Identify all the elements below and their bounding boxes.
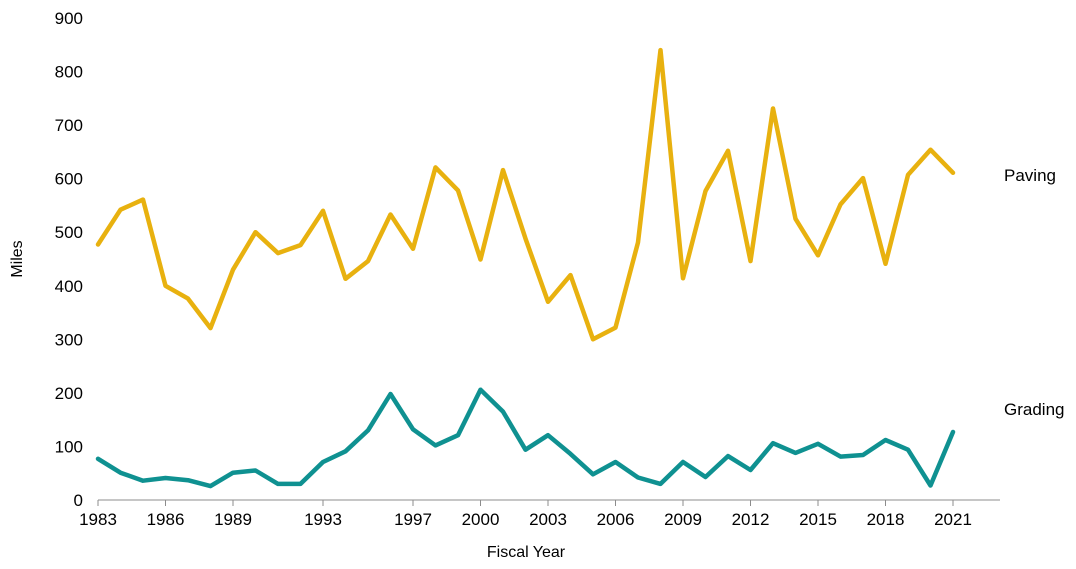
paving-series-line (95, 47, 956, 342)
x-tick-label: 2021 (934, 510, 972, 529)
x-tick-label: 1986 (147, 510, 185, 529)
x-axis-title: Fiscal Year (487, 544, 566, 561)
paving-series-label: Paving (1004, 166, 1056, 185)
grading-series-label: Grading (1004, 400, 1064, 419)
y-tick-label: 100 (55, 437, 83, 456)
x-tick-label: 2015 (799, 510, 837, 529)
x-axis-ticks: 1983 1986 1989 1993 1997 2000 2003 2006 2009 2012… (79, 500, 972, 529)
x-tick-label: 2009 (664, 510, 702, 529)
y-tick-label: 900 (55, 9, 83, 28)
y-tick-label: 600 (55, 170, 83, 189)
x-tick-label: 1997 (394, 510, 432, 529)
y-tick-label: 400 (55, 277, 83, 296)
y-tick-label: 800 (55, 63, 83, 82)
x-tick-label: 2003 (529, 510, 567, 529)
x-tick-label: 1989 (214, 510, 252, 529)
x-tick-label: 2000 (462, 510, 500, 529)
grading-series-line (95, 387, 956, 489)
y-tick-label: 700 (55, 116, 83, 135)
series-labels: Paving Grading (1004, 166, 1064, 419)
y-tick-label: 0 (74, 491, 83, 510)
series-lines (95, 47, 956, 489)
y-tick-label: 200 (55, 384, 83, 403)
y-tick-label: 300 (55, 330, 83, 349)
y-axis-ticks: 0 100 200 300 400 500 600 700 800 900 (55, 9, 83, 510)
x-tick-label: 2018 (867, 510, 905, 529)
y-axis-title: Miles (9, 240, 26, 277)
y-tick-label: 500 (55, 223, 83, 242)
x-tick-label: 2012 (732, 510, 770, 529)
x-tick-label: 2006 (597, 510, 635, 529)
x-tick-label: 1993 (304, 510, 342, 529)
x-tick-label: 1983 (79, 510, 117, 529)
